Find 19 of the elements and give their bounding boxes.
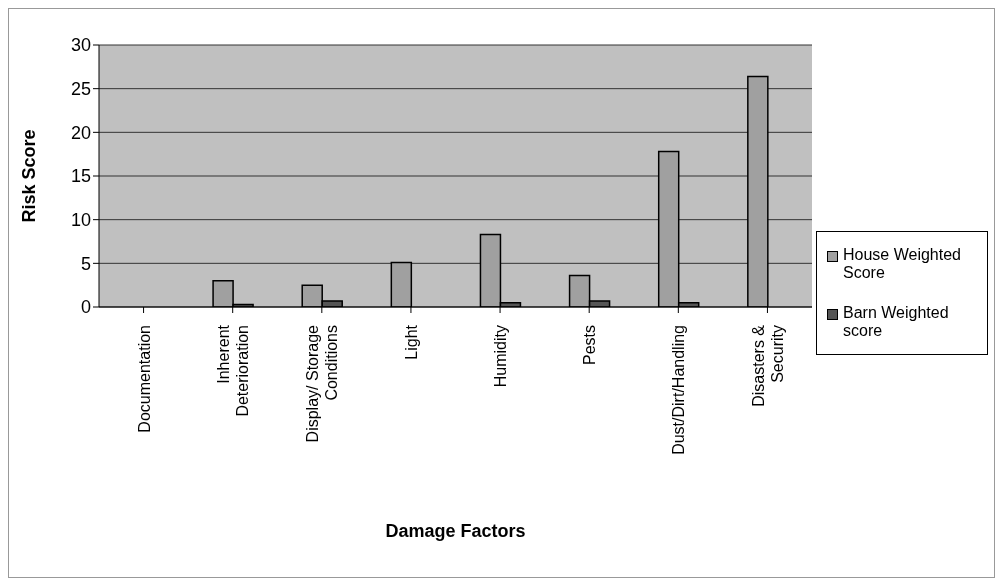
x-tick-label: Humidity <box>492 325 510 388</box>
x-tick-label: Light <box>402 324 420 360</box>
y-tick-label: 25 <box>70 79 91 100</box>
legend-label: Barn Weighted score <box>843 304 950 340</box>
x-axis-title: Damage Factors <box>385 521 526 541</box>
x-tick-label: Display/ Storage Conditions <box>304 324 341 443</box>
x-tick-label: Disasters & Security <box>749 324 786 407</box>
y-tick-label: 10 <box>70 210 91 231</box>
y-tick-label: 30 <box>70 35 91 56</box>
y-tick-label: 20 <box>70 122 91 143</box>
legend-label: House Weighted Score <box>843 246 962 282</box>
x-tick-label: Pests <box>581 325 599 366</box>
y-tick-label: 0 <box>80 297 91 318</box>
x-tick-label: Dust/Dirt/Handling <box>670 325 688 455</box>
x-tick-label: Documentation <box>135 325 153 433</box>
y-tick-label: 5 <box>80 253 91 274</box>
x-tick-label: Inherent Deterioration <box>215 324 252 417</box>
y-tick-label: 15 <box>70 166 91 187</box>
y-axis-title: Risk Score <box>19 129 40 223</box>
